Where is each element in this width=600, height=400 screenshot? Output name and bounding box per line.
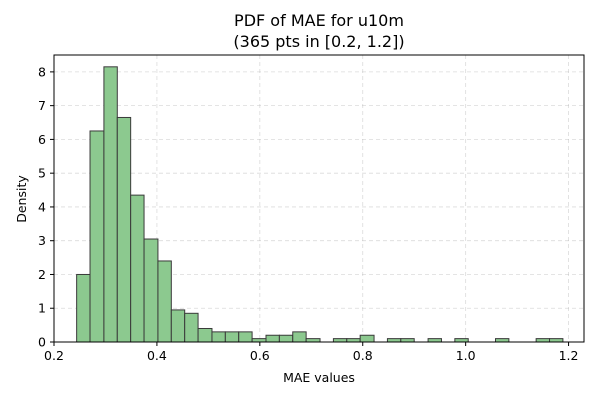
y-tick-label: 8	[38, 64, 46, 79]
histogram-bar	[130, 194, 145, 343]
x-axis-label: MAE values	[283, 370, 355, 385]
histogram-bar	[251, 338, 267, 343]
histogram-bar	[427, 338, 442, 343]
y-tick-label: 6	[38, 132, 46, 147]
chart-subtitle: (365 pts in [0.2, 1.2])	[233, 32, 404, 51]
x-tick-label: 0.6	[250, 348, 270, 363]
histogram-bar	[157, 260, 172, 343]
histogram-bar	[265, 334, 280, 343]
y-tick-label: 7	[38, 98, 46, 113]
histogram-bar	[305, 338, 321, 343]
axes: 0.2 0.4 0.6 0.8 1.0 1.2 0 1 2 3 4 5 6 7 8	[38, 54, 585, 363]
histogram-bar	[386, 338, 402, 343]
histogram-bar	[224, 331, 240, 343]
histogram-bars	[76, 66, 564, 343]
x-tick-label: 0.4	[147, 348, 167, 363]
y-tick-label: 3	[38, 233, 46, 248]
histogram-bar	[278, 334, 294, 343]
histogram-bar	[494, 338, 510, 343]
histogram-bar	[103, 66, 118, 343]
histogram-bar	[170, 309, 186, 343]
plot-frame	[53, 54, 585, 343]
histogram-bar	[549, 338, 564, 343]
histogram-bar	[89, 130, 105, 343]
histogram-bar	[184, 312, 199, 343]
histogram-bar	[535, 338, 551, 343]
histogram-bar	[238, 331, 253, 343]
y-tick-label: 2	[38, 267, 46, 282]
y-tick-label: 5	[38, 166, 46, 181]
y-tick-label: 0	[38, 335, 46, 350]
chart-title: PDF of MAE for u10m	[234, 11, 404, 30]
histogram-bar	[292, 331, 307, 343]
x-tick-label: 0.2	[44, 348, 64, 363]
histogram-bar	[454, 338, 469, 343]
y-axis-label: Density	[14, 175, 29, 223]
histogram-bar	[116, 116, 132, 343]
y-tick-label: 1	[38, 301, 46, 316]
x-tick-label: 1.2	[559, 348, 579, 363]
histogram-bar	[359, 334, 375, 343]
x-tick-label: 0.8	[353, 348, 373, 363]
y-tick-label: 4	[38, 199, 46, 214]
histogram-bar	[76, 273, 91, 343]
histogram-bar	[211, 331, 226, 343]
x-tick-label: 1.0	[456, 348, 476, 363]
histogram-bar	[197, 327, 213, 343]
histogram-bar	[332, 338, 348, 343]
histogram-bar	[400, 338, 415, 343]
histogram-bar	[346, 338, 361, 343]
histogram-bar	[143, 238, 159, 343]
